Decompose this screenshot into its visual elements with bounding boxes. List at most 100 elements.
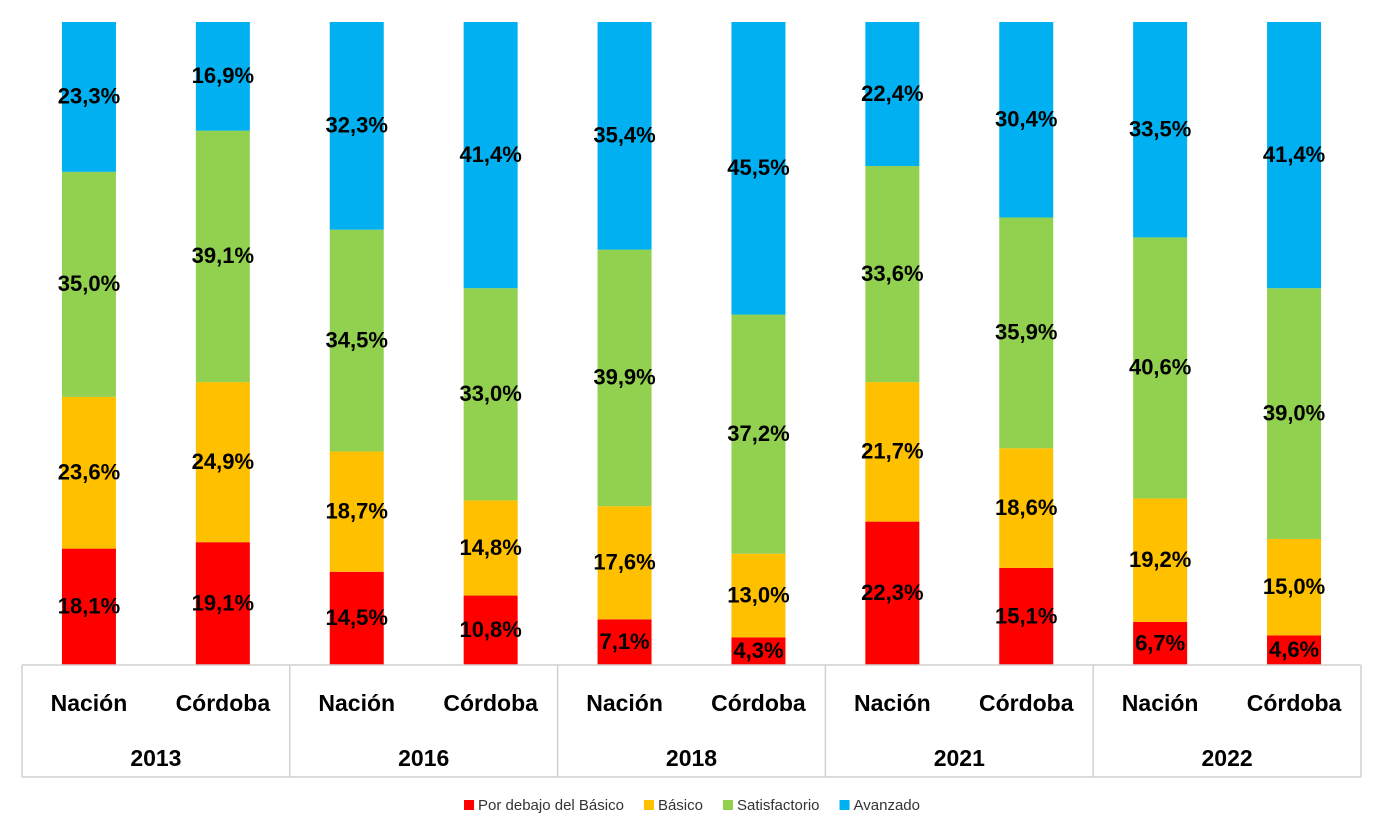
x-tick-label: Córdoba	[711, 690, 806, 716]
value-label: 18,6%	[995, 495, 1057, 520]
legend-swatch	[722, 800, 733, 810]
value-label: 41,4%	[1263, 142, 1325, 167]
x-tick-label: Córdoba	[176, 690, 271, 716]
value-label: 18,1%	[58, 594, 120, 619]
bar-segment	[195, 382, 250, 543]
bar-segment	[61, 548, 116, 665]
bar-segment	[329, 571, 384, 665]
bar-segment	[1267, 288, 1322, 539]
legend-label: Por debajo del Básico	[478, 797, 624, 814]
group-label: 2022	[1202, 745, 1253, 771]
bar-segment	[195, 130, 250, 383]
bar-segment	[731, 637, 786, 665]
bar-segment	[865, 166, 920, 383]
bar-segment	[61, 22, 116, 172]
bar-segment	[1267, 22, 1322, 289]
x-tick-label: Nación	[318, 690, 395, 716]
x-tick-label: Nación	[586, 690, 663, 716]
bar-segment	[731, 314, 786, 554]
value-label: 33,0%	[459, 381, 521, 406]
value-label: 33,5%	[1129, 117, 1191, 142]
bar-segment	[1133, 621, 1188, 665]
value-label: 15,0%	[1263, 574, 1325, 599]
value-label: 23,6%	[58, 460, 120, 485]
value-label: 14,8%	[459, 535, 521, 560]
legend-label: Avanzado	[854, 797, 920, 814]
legend-swatch	[643, 800, 654, 810]
value-label: 21,7%	[861, 439, 923, 464]
value-label: 32,3%	[326, 113, 388, 138]
bar-segment	[463, 22, 518, 289]
bar-segment	[1133, 237, 1188, 499]
x-tick-label: Córdoba	[979, 690, 1074, 716]
legend-label: Básico	[658, 797, 703, 814]
value-label: 39,0%	[1263, 400, 1325, 425]
value-label: 34,5%	[326, 327, 388, 352]
value-label: 4,6%	[1269, 637, 1319, 662]
value-label: 39,9%	[593, 365, 655, 390]
bar-segment	[329, 451, 384, 572]
bar-segment	[1133, 498, 1188, 622]
value-label: 15,1%	[995, 603, 1057, 628]
value-label: 41,4%	[459, 142, 521, 167]
bar-segment	[597, 249, 652, 507]
bar-segment	[463, 288, 518, 501]
bar-segment	[597, 619, 652, 665]
bar-segment	[597, 506, 652, 620]
bar-segment	[195, 22, 250, 131]
x-tick-label: Córdoba	[443, 690, 538, 716]
x-tick-label: Nación	[854, 690, 931, 716]
bar-segment	[865, 382, 920, 522]
bar-segment	[865, 22, 920, 167]
group-label: 2018	[666, 745, 717, 771]
value-label: 35,4%	[593, 123, 655, 148]
value-label: 45,5%	[727, 155, 789, 180]
x-tick-label: Córdoba	[1247, 690, 1342, 716]
value-label: 10,8%	[459, 617, 521, 642]
bar-segment	[329, 229, 384, 452]
bar-segment	[731, 553, 786, 638]
bar-segment	[1267, 635, 1322, 665]
bar-segment	[61, 171, 116, 397]
group-label: 2013	[130, 745, 181, 771]
bar-segment	[463, 500, 518, 596]
value-label: 22,3%	[861, 580, 923, 605]
legend-swatch	[464, 800, 475, 810]
value-label: 7,1%	[599, 629, 649, 654]
bar-segment	[999, 217, 1054, 449]
value-label: 17,6%	[593, 550, 655, 575]
bar-segment	[1267, 538, 1322, 636]
value-label: 23,3%	[58, 84, 120, 109]
group-label: 2021	[934, 745, 985, 771]
legend-label: Satisfactorio	[737, 797, 820, 814]
bar-segment	[731, 22, 786, 315]
bar-segment	[999, 567, 1054, 665]
group-label: 2016	[398, 745, 449, 771]
bar-segment	[463, 595, 518, 665]
legend-swatch	[839, 800, 850, 810]
bar-segment	[329, 22, 384, 230]
value-label: 13,0%	[727, 582, 789, 607]
bar-segment	[61, 396, 116, 549]
x-tick-label: Nación	[51, 690, 128, 716]
bar-segment	[1133, 22, 1188, 238]
bar-segment	[195, 542, 250, 665]
bar-segment	[597, 22, 652, 250]
value-label: 35,9%	[995, 320, 1057, 345]
value-label: 37,2%	[727, 421, 789, 446]
value-label: 19,1%	[192, 590, 254, 615]
value-label: 18,7%	[326, 498, 388, 523]
value-label: 40,6%	[1129, 355, 1191, 380]
value-label: 16,9%	[192, 63, 254, 88]
x-tick-label: Nación	[1122, 690, 1199, 716]
value-label: 24,9%	[192, 449, 254, 474]
value-label: 14,5%	[326, 605, 388, 630]
value-label: 4,3%	[733, 638, 783, 663]
value-label: 6,7%	[1135, 630, 1185, 655]
value-label: 30,4%	[995, 107, 1057, 132]
bar-segment	[865, 521, 920, 665]
value-label: 39,1%	[192, 243, 254, 268]
bar-segment	[999, 448, 1054, 568]
value-label: 22,4%	[861, 81, 923, 106]
